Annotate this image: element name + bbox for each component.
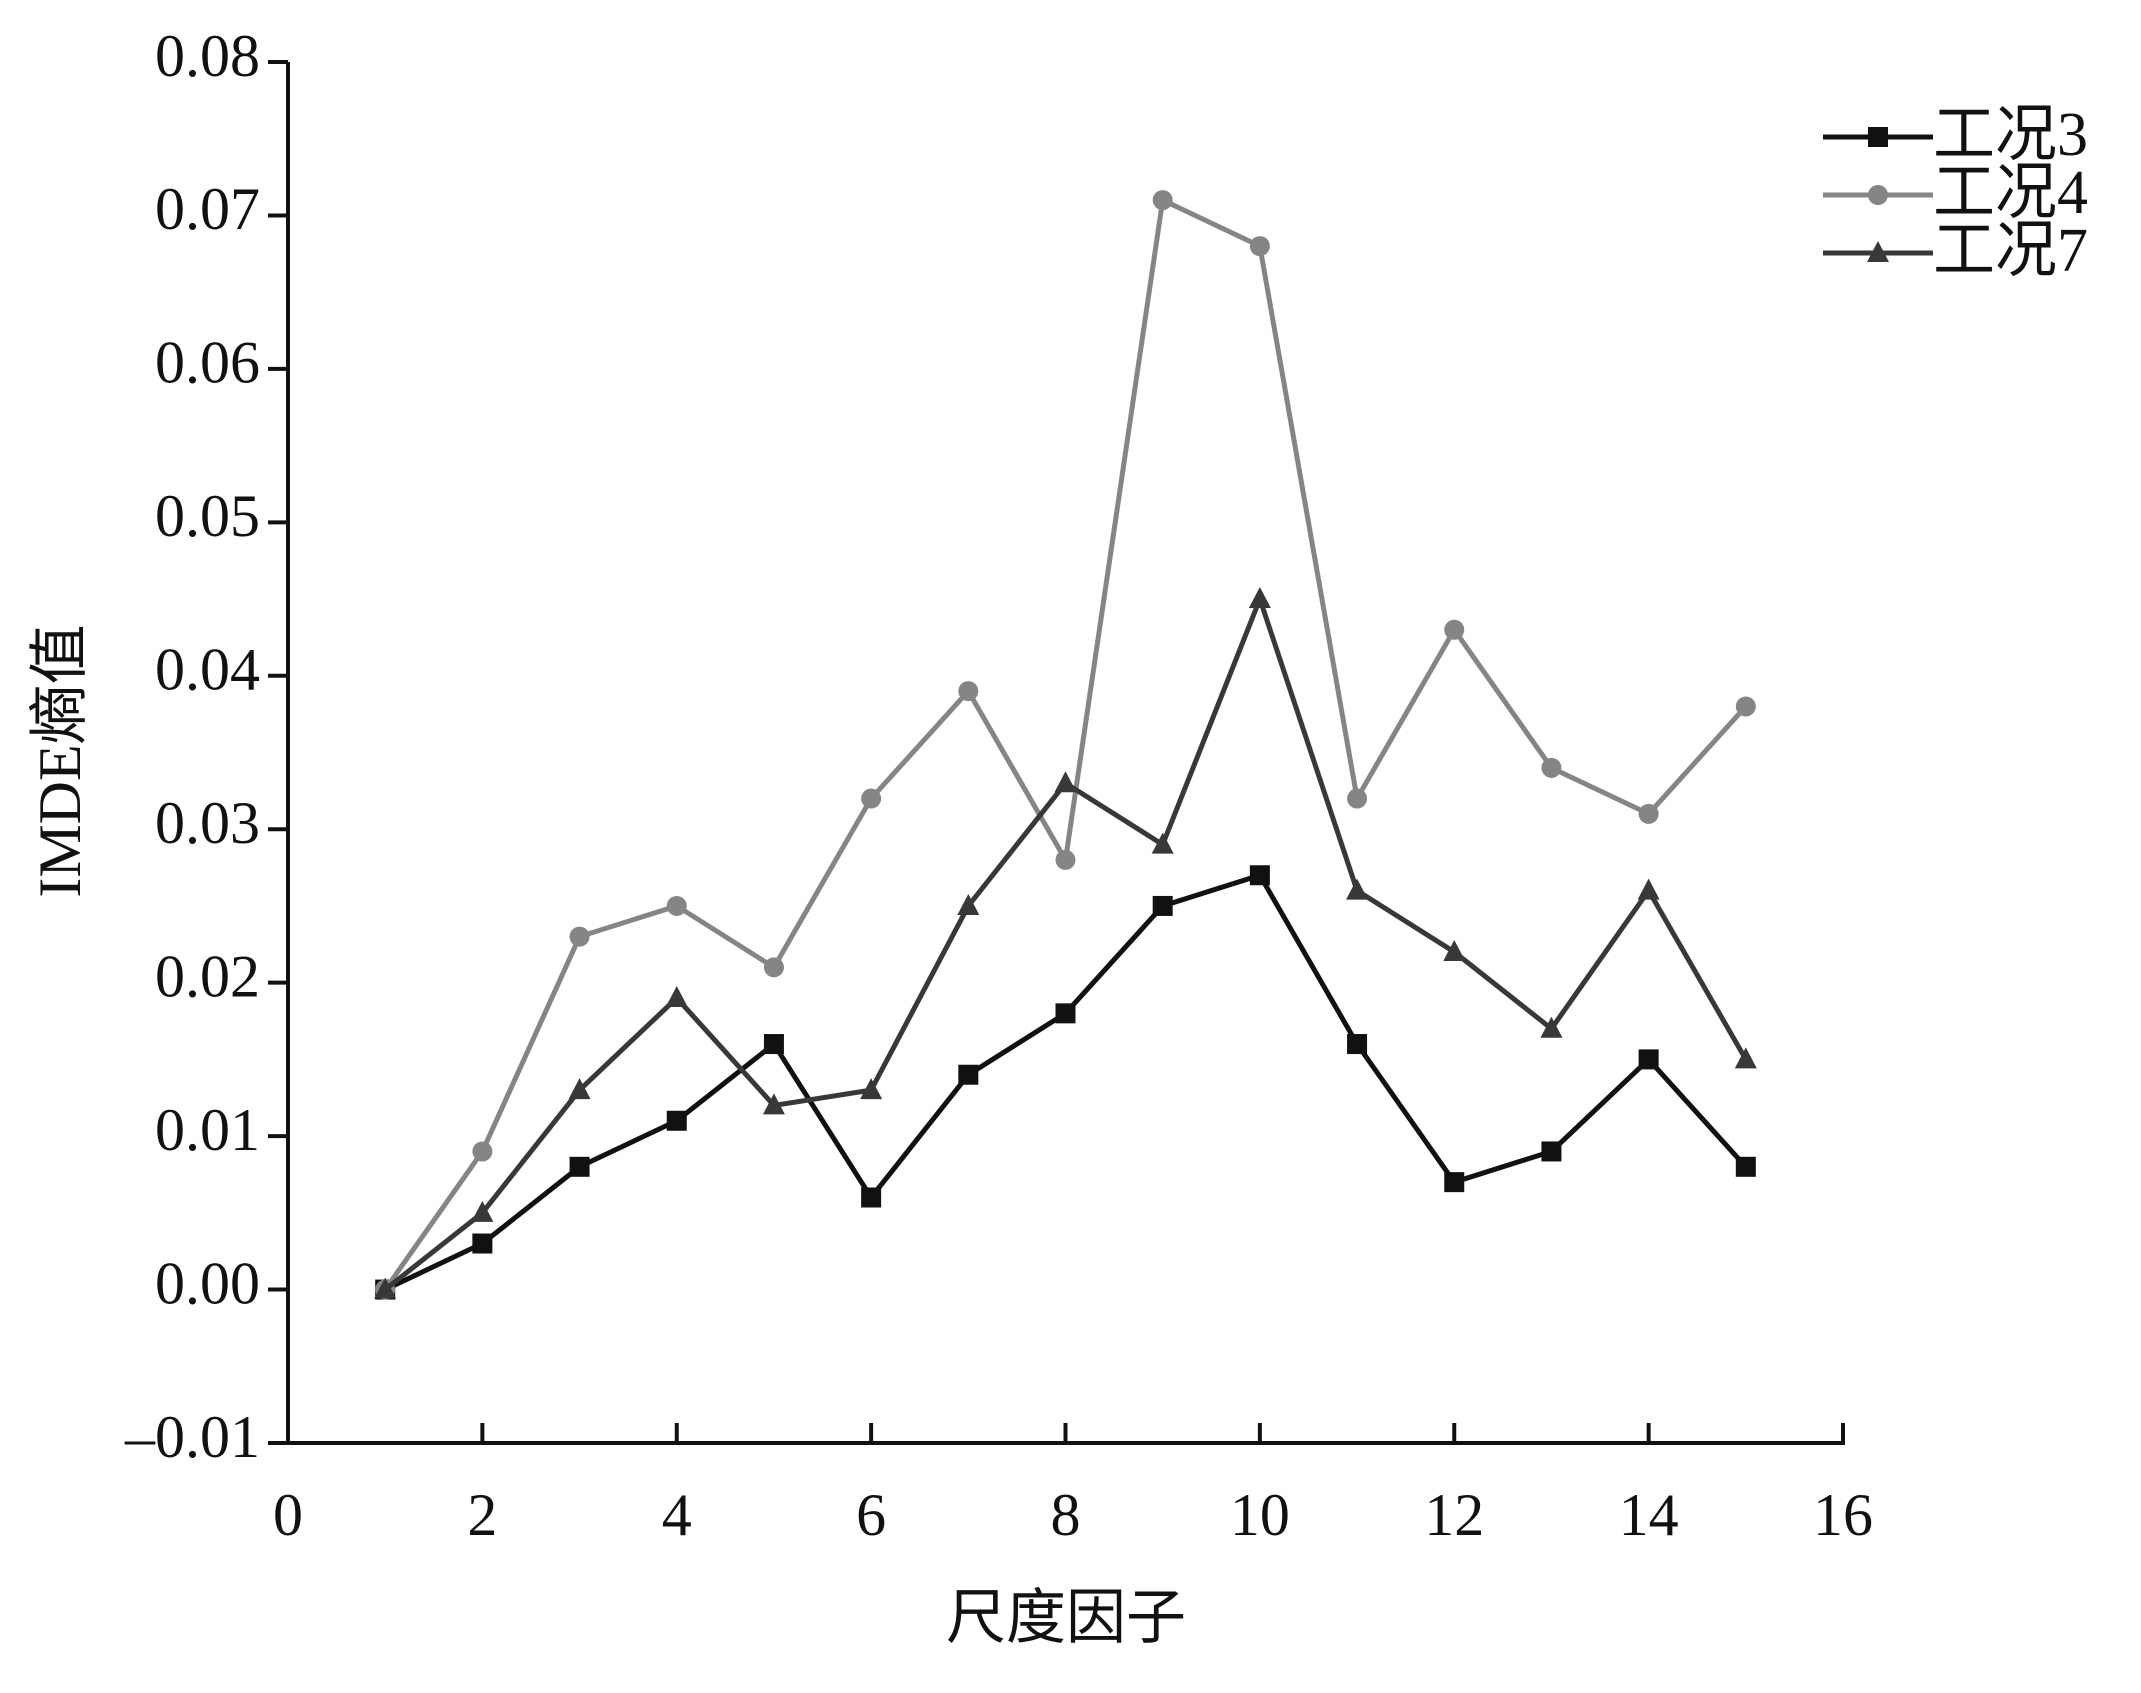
x-tick-label: 0 bbox=[273, 1482, 303, 1548]
marker bbox=[763, 1034, 784, 1055]
marker bbox=[1054, 771, 1077, 793]
y-tick-label: 0.04 bbox=[155, 637, 260, 703]
marker bbox=[1443, 939, 1466, 961]
marker bbox=[861, 1187, 882, 1208]
marker bbox=[569, 1156, 590, 1177]
y-tick-label: 0.01 bbox=[155, 1097, 260, 1163]
marker bbox=[861, 788, 882, 809]
y-tick-label: 0.06 bbox=[155, 330, 260, 396]
marker bbox=[1734, 1047, 1757, 1069]
marker bbox=[1055, 1003, 1076, 1024]
legend-marker bbox=[1868, 185, 1888, 205]
marker bbox=[665, 986, 688, 1008]
marker bbox=[957, 893, 980, 915]
x-tick-label: 10 bbox=[1230, 1482, 1290, 1548]
marker bbox=[666, 1110, 687, 1131]
x-tick-label: 4 bbox=[662, 1482, 692, 1548]
marker bbox=[1346, 878, 1369, 900]
y-tick-label: 0.02 bbox=[155, 943, 260, 1009]
marker bbox=[1152, 895, 1173, 916]
marker bbox=[471, 1200, 494, 1222]
y-axis-title: IMDE熵值 bbox=[27, 624, 93, 897]
x-tick-label: 12 bbox=[1424, 1482, 1484, 1548]
y-tick-label: –0.01 bbox=[124, 1404, 260, 1470]
legend-label: 工况3 bbox=[1933, 101, 2088, 169]
marker bbox=[958, 1064, 979, 1085]
marker bbox=[1735, 696, 1756, 717]
marker bbox=[1638, 1049, 1659, 1070]
marker bbox=[1541, 1141, 1562, 1162]
marker bbox=[1347, 1034, 1368, 1055]
marker bbox=[1637, 878, 1660, 900]
marker bbox=[1540, 1016, 1563, 1038]
marker bbox=[1735, 1156, 1756, 1177]
legend-marker bbox=[1867, 241, 1889, 262]
y-tick-label: 0.00 bbox=[155, 1250, 260, 1316]
marker bbox=[860, 1078, 883, 1100]
y-tick-label: 0.08 bbox=[155, 23, 260, 89]
marker bbox=[763, 957, 784, 978]
marker bbox=[1055, 849, 1076, 870]
marker bbox=[1249, 236, 1270, 257]
legend-marker bbox=[1868, 127, 1888, 147]
series-line bbox=[383, 196, 1748, 1291]
y-tick-label: 0.05 bbox=[155, 483, 260, 549]
marker bbox=[568, 1078, 591, 1100]
marker bbox=[762, 1093, 785, 1115]
x-tick-label: 14 bbox=[1619, 1482, 1679, 1548]
marker bbox=[472, 1141, 493, 1162]
marker bbox=[958, 681, 979, 702]
x-tick-label: 16 bbox=[1813, 1482, 1873, 1548]
y-tick-label: 0.07 bbox=[155, 176, 260, 242]
x-tick-label: 8 bbox=[1051, 1482, 1081, 1548]
marker bbox=[569, 926, 590, 947]
marker bbox=[1541, 757, 1562, 778]
legend-label: 工况4 bbox=[1933, 159, 2088, 227]
x-tick-label: 2 bbox=[467, 1482, 497, 1548]
marker bbox=[1638, 803, 1659, 824]
marker bbox=[1152, 190, 1173, 211]
legend-label: 工况7 bbox=[1933, 217, 2088, 285]
marker bbox=[666, 895, 687, 916]
marker bbox=[1444, 1172, 1465, 1193]
marker bbox=[1151, 832, 1174, 854]
y-tick-label: 0.03 bbox=[155, 790, 260, 856]
series-line bbox=[383, 591, 1748, 1292]
marker bbox=[1248, 587, 1271, 609]
x-tick-label: 6 bbox=[856, 1482, 886, 1548]
marker bbox=[472, 1233, 493, 1254]
marker bbox=[1249, 865, 1270, 886]
x-axis-title: 尺度因子 bbox=[946, 1585, 1186, 1651]
marker bbox=[1444, 619, 1465, 640]
marker bbox=[374, 1277, 397, 1299]
marker bbox=[1347, 788, 1368, 809]
